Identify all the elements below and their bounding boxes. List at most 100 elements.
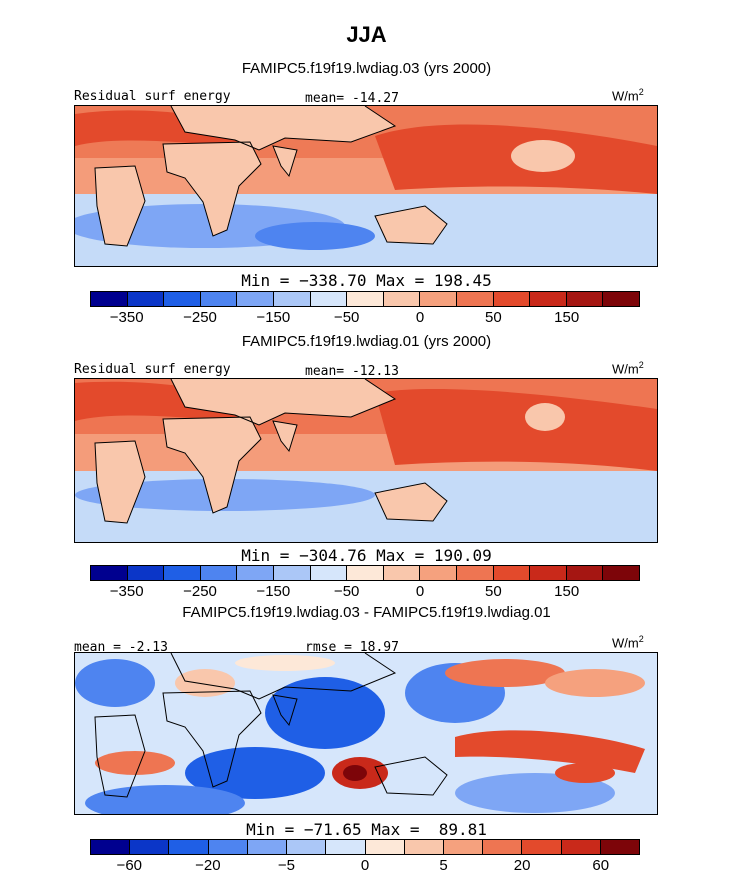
panel-1-field-label: Residual surf energy: [74, 89, 231, 104]
panel-2-colorbar-ticks: −350 −250 −150 −50 0 50 150: [90, 583, 640, 601]
panel-2-colorbar: [90, 565, 640, 581]
panel-1-australia: [375, 206, 447, 244]
colorbar-swatch: [347, 566, 384, 580]
colorbar-swatch: [91, 566, 128, 580]
panel-2-mean: mean= -12.13: [305, 364, 399, 379]
colorbar-swatch: [237, 292, 274, 306]
panel-2-pacific-cool-spot: [525, 403, 565, 431]
panel-1-map-svg: [75, 106, 657, 266]
colorbar-swatch: [247, 840, 288, 854]
colorbar-swatch: [273, 566, 311, 580]
panel-2-africa: [163, 417, 261, 513]
colorbar-swatch: [483, 840, 523, 854]
colorbar-swatch: [530, 292, 567, 306]
colorbar-swatch: [420, 566, 457, 580]
panel-3-blob-m: [555, 763, 615, 783]
colorbar-swatch: [456, 566, 494, 580]
colorbar-tick-label: −250: [183, 583, 217, 600]
panel-3-coastlines: [94, 653, 448, 798]
panel-1-indian-ocean-low: [255, 222, 375, 250]
panel-1-title: FAMIPC5.f19f19.lwdiag.03 (yrs 2000): [241, 60, 492, 77]
panel-3-minmax: Min = −71.65 Max = 89.81: [246, 820, 487, 839]
colorbar-swatch: [566, 566, 604, 580]
panel-3-colorbar: [90, 839, 640, 855]
colorbar-tick-label: 0: [415, 309, 425, 326]
colorbar-tick-label: −350: [109, 583, 144, 600]
colorbar-swatch: [600, 840, 640, 854]
colorbar-tick-label: 0: [415, 583, 425, 600]
panel-2-pacific-warm: [375, 388, 657, 471]
colorbar-swatch: [310, 566, 348, 580]
panel-1-map: [74, 105, 658, 267]
colorbar-swatch: [443, 840, 484, 854]
colorbar-tick-label: −150: [256, 583, 291, 600]
panel-1-minmax: Min = −338.70 Max = 198.45: [241, 271, 492, 290]
panel-3-blob-h: [545, 669, 645, 697]
colorbar-swatch: [310, 292, 348, 306]
colorbar-swatch: [566, 292, 604, 306]
colorbar-tick-label: 50: [484, 309, 502, 326]
panel-3-mean: mean = -2.13: [74, 640, 168, 655]
colorbar-swatch: [530, 566, 567, 580]
panel-2-minmax: Min = −304.76 Max = 190.09: [241, 546, 492, 565]
colorbar-tick-label: −50: [333, 583, 360, 600]
panel-3-blob-b: [265, 677, 385, 749]
panel-1-colorbar-ticks: −350 −250 −150 −50 0 50 150: [90, 309, 640, 327]
panel-3-blob-g: [445, 659, 565, 687]
colorbar-swatch: [420, 292, 457, 306]
colorbar-tick-label: −50: [333, 309, 360, 326]
colorbar-swatch: [561, 840, 601, 854]
panel-3-blob-l: [95, 751, 175, 775]
panel-3-blob-n: [175, 669, 235, 697]
panel-2-map: [74, 378, 658, 543]
panel-3-blob-d: [185, 747, 325, 799]
panel-2-map-svg: [75, 379, 657, 542]
panel-2-units: W/m2: [612, 360, 644, 377]
colorbar-swatch: [287, 840, 327, 854]
colorbar-swatch: [522, 840, 562, 854]
colorbar-swatch: [493, 566, 531, 580]
colorbar-tick-label: −5: [277, 857, 295, 874]
colorbar-swatch: [91, 840, 131, 854]
colorbar-swatch: [200, 566, 238, 580]
colorbar-swatch: [347, 292, 384, 306]
colorbar-tick-label: −350: [109, 309, 144, 326]
panel-1-coastlines: [94, 106, 448, 247]
panel-3-blob-e: [85, 785, 245, 814]
panel-3-blob-i: [455, 730, 645, 773]
colorbar-swatch: [208, 840, 248, 854]
colorbar-swatch: [130, 840, 170, 854]
colorbar-swatch: [200, 292, 238, 306]
panel-2-title: FAMIPC5.f19f19.lwdiag.01 (yrs 2000): [241, 333, 492, 350]
panel-3-title: FAMIPC5.f19f19.lwdiag.03 - FAMIPC5.f19f1…: [182, 604, 551, 621]
colorbar-swatch: [456, 292, 494, 306]
panel-1-africa: [163, 142, 261, 236]
colorbar-tick-label: −60: [116, 857, 143, 874]
colorbar-tick-label: −150: [256, 309, 291, 326]
panel-1-colorbar: [90, 291, 640, 307]
panel-3-blob-k: [343, 765, 367, 781]
colorbar-tick-label: 20: [513, 857, 531, 874]
panel-1-south-america: [95, 166, 145, 246]
colorbar-tick-label: −20: [195, 857, 221, 874]
colorbar-tick-label: 150: [554, 309, 580, 326]
colorbar-swatch: [383, 292, 421, 306]
colorbar-swatch: [603, 292, 639, 306]
season-title: JJA: [346, 22, 387, 47]
panel-3-colorbar-ticks: −60 −20 −5 0 5 20 60: [90, 857, 640, 875]
panel-2-australia: [375, 483, 447, 521]
colorbar-swatch: [127, 566, 165, 580]
panel-3-rmse: rmse = 18.97: [305, 640, 399, 655]
panel-3-blob-f: [455, 773, 615, 813]
colorbar-swatch: [273, 292, 311, 306]
colorbar-tick-label: 0: [360, 857, 370, 874]
panel-2-coastlines: [94, 379, 448, 524]
panel-1-mean: mean= -14.27: [305, 91, 399, 106]
colorbar-swatch: [91, 292, 128, 306]
colorbar-tick-label: 60: [592, 857, 610, 874]
colorbar-swatch: [169, 840, 209, 854]
colorbar-tick-label: 50: [484, 583, 502, 600]
colorbar-swatch: [237, 566, 274, 580]
panel-3-units: W/m2: [612, 634, 644, 651]
colorbar-tick-label: 150: [554, 583, 580, 600]
